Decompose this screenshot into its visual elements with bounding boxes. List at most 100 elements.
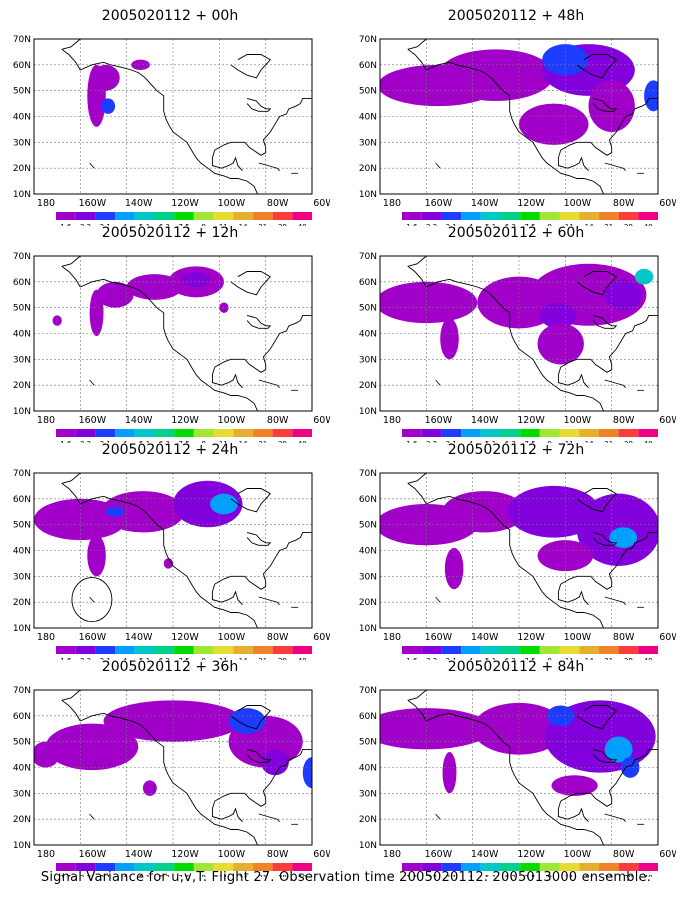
- lat-tick-label: 30N: [359, 789, 377, 799]
- signal-contour: [126, 274, 183, 300]
- colorbar-label: 21: [258, 440, 267, 443]
- colorbar-swatch: [461, 863, 481, 871]
- colorbar-swatch: [252, 646, 273, 654]
- signal-contour: [163, 558, 173, 569]
- lat-tick-label: 70N: [13, 252, 31, 262]
- colorbar-label: 4: [469, 874, 474, 877]
- colorbar-label: 3.1: [446, 440, 457, 443]
- panel-84h: 2005020112 + 84h 70N 60N 50N 40N 30N 20N 10N 18…: [346, 659, 686, 877]
- lon-tick-label: 140W: [125, 198, 153, 209]
- lon-tick-label: 100W: [564, 849, 592, 860]
- lon-tick-label: 80W: [267, 198, 289, 209]
- lat-tick-label: 50N: [13, 738, 31, 748]
- lon-tick-label: 60W: [313, 198, 330, 209]
- colorbar-swatch: [480, 212, 501, 220]
- colorbar-swatch: [520, 863, 540, 871]
- signal-contour: [261, 749, 289, 776]
- lat-tick-label: 10N: [13, 190, 31, 200]
- panel-48h: 2005020112 + 48h 70N 60N 50N 40N 30N 20N 10N 18…: [346, 8, 686, 226]
- colorbar-swatch: [213, 646, 234, 654]
- lat-tick-label: 40N: [13, 113, 31, 123]
- signal-contour: [380, 281, 478, 324]
- lat-tick-label: 20N: [13, 815, 31, 825]
- signal-contour: [45, 723, 139, 771]
- colorbar-label: 4: [123, 223, 128, 226]
- colorbar-label: 6.3: [505, 657, 516, 660]
- colorbar-swatch: [134, 863, 155, 871]
- colorbar-swatch: [95, 212, 116, 220]
- colorbar-swatch: [115, 429, 135, 437]
- lat-tick-label: 50N: [13, 304, 31, 314]
- panel-title: 2005020112 + 24h: [101, 442, 239, 458]
- colorbar-swatch: [461, 212, 481, 220]
- panel-24h: 2005020112 + 24h 70N 60N 50N 40N 30N 20N 10N 18…: [0, 442, 340, 660]
- colorbar-label: 40: [644, 657, 653, 660]
- lon-tick-label: 100W: [564, 198, 592, 209]
- lat-tick-label: 40N: [13, 330, 31, 340]
- panel-12h: 2005020112 + 12h 70N 60N 50N 40N 30N 20N 10N 18…: [0, 225, 340, 443]
- lon-tick-label: 160W: [79, 632, 107, 643]
- highlight-circle: [71, 577, 113, 623]
- lat-tick-label: 50N: [13, 87, 31, 97]
- colorbar-label: 40: [298, 657, 307, 660]
- colorbar-swatch: [134, 646, 155, 654]
- colorbar-label: 21: [604, 657, 613, 660]
- signal-contour: [91, 64, 120, 91]
- panel-title: 2005020112 + 72h: [447, 442, 585, 458]
- lon-tick-label: 140W: [471, 632, 499, 643]
- panel-72h: 2005020112 + 72h 70N 60N 50N 40N 30N 20N 10N 18…: [346, 442, 686, 660]
- lat-tick-label: 70N: [13, 469, 31, 479]
- signal-contour: [551, 775, 598, 796]
- colorbar-label: 14: [585, 874, 594, 877]
- colorbar-swatch: [56, 212, 76, 220]
- lat-tick-label: 60N: [13, 495, 31, 505]
- colorbar-swatch: [174, 429, 194, 437]
- colorbar-label: 9: [201, 657, 205, 660]
- colorbar-swatch: [461, 646, 481, 654]
- colorbar-swatch: [233, 646, 253, 654]
- colorbar-label: 4: [469, 657, 474, 660]
- colorbar-label: 29: [278, 440, 287, 443]
- forecast-map: 70N 60N 50N 40N 30N 20N 10N 180 160W 140W 120W 100W…: [13, 252, 330, 443]
- lat-tick-label: 20N: [359, 598, 377, 608]
- colorbar-label: 14: [585, 657, 594, 660]
- lat-tick-label: 10N: [359, 190, 377, 200]
- lon-tick-label: 100W: [564, 632, 592, 643]
- colorbar-label: 40: [298, 223, 307, 226]
- colorbar-label: 29: [624, 657, 633, 660]
- panel-title: 2005020112 + 12h: [101, 225, 239, 241]
- colorbar-label: 3.1: [100, 223, 111, 226]
- colorbar-label: 6.3: [505, 874, 516, 877]
- signal-contour: [437, 49, 554, 101]
- colorbar-label: 14: [239, 657, 248, 660]
- colorbar-swatch: [56, 863, 76, 871]
- signal-contour: [440, 318, 459, 360]
- lat-tick-label: 40N: [13, 764, 31, 774]
- signal-contour: [96, 281, 134, 308]
- colorbar-swatch: [134, 429, 155, 437]
- lat-tick-label: 40N: [359, 764, 377, 774]
- figure-caption: Signal Variance for u,v,T. Flight 27. Ob…: [40, 870, 652, 885]
- signal-contour: [142, 780, 157, 796]
- colorbar-label: 11: [219, 440, 228, 443]
- signal-contour: [634, 268, 654, 285]
- colorbar-swatch: [559, 646, 580, 654]
- colorbar-swatch: [154, 429, 175, 437]
- signal-contour: [87, 535, 106, 577]
- colorbar-label: 14: [585, 440, 594, 443]
- colorbar-label: 9: [547, 223, 551, 226]
- lon-tick-label: 100W: [564, 415, 592, 426]
- lat-tick-label: 30N: [359, 572, 377, 582]
- lon-tick-label: 120W: [517, 849, 545, 860]
- lon-tick-label: 60W: [313, 415, 330, 426]
- colorbar-swatch: [174, 863, 194, 871]
- lat-tick-label: 10N: [359, 841, 377, 851]
- lon-tick-label: 180: [383, 632, 401, 643]
- lat-tick-label: 20N: [359, 815, 377, 825]
- panel-title: 2005020112 + 00h: [101, 8, 239, 24]
- colorbar-label: 21: [258, 223, 267, 226]
- lon-tick-label: 100W: [218, 632, 246, 643]
- lat-tick-label: 70N: [359, 686, 377, 696]
- colorbar-label: 5.1: [139, 223, 150, 226]
- colorbar-swatch: [480, 646, 501, 654]
